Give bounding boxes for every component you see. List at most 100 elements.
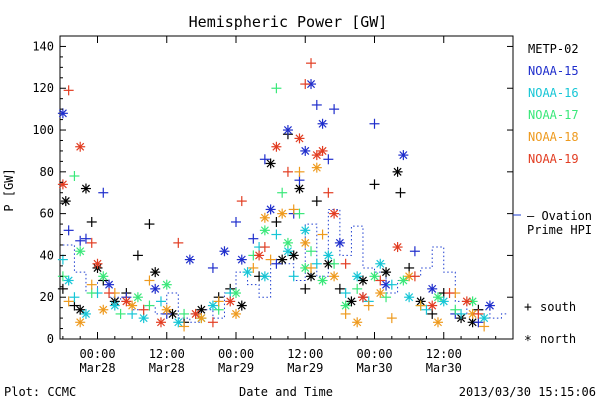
north-point — [357, 292, 368, 303]
north-point — [432, 317, 443, 328]
south-point — [207, 262, 218, 273]
chart-title: Hemispheric Power [GW] — [189, 13, 388, 31]
south-point — [57, 254, 68, 265]
north-point — [75, 246, 86, 257]
south-point — [179, 321, 190, 332]
legend-ovation-line2: Prime HPI — [527, 223, 592, 237]
south-point — [259, 242, 270, 253]
plot-area — [57, 35, 514, 340]
north-point — [219, 246, 230, 257]
legend-south: south — [540, 300, 576, 314]
south-point — [473, 308, 484, 319]
south-point — [375, 275, 386, 286]
north-point — [375, 258, 386, 269]
y-tick-label: 0 — [47, 332, 54, 346]
plot-timestamp: 2013/03/30 15:15:06 — [459, 385, 596, 399]
south-point — [427, 308, 438, 319]
south-point — [294, 175, 305, 186]
legend-north: north — [540, 332, 576, 346]
south-point — [450, 304, 461, 315]
north-point — [329, 208, 340, 219]
south-point — [340, 308, 351, 319]
south-point — [69, 300, 80, 311]
north-point — [242, 267, 253, 278]
south-point — [282, 166, 293, 177]
south-point — [288, 271, 299, 282]
north-point — [225, 296, 236, 307]
south-point — [340, 288, 351, 299]
south-point — [288, 204, 299, 215]
legend-entry: NOAA-15 — [528, 64, 579, 78]
y-tick-label: 120 — [32, 81, 54, 95]
south-point — [300, 283, 311, 294]
south-point — [306, 262, 317, 273]
north-point — [484, 300, 495, 311]
north-point — [207, 300, 218, 311]
south-point — [63, 85, 74, 96]
north-point — [282, 246, 293, 257]
south-point — [409, 246, 420, 257]
south-point — [63, 225, 74, 236]
north-point — [196, 304, 207, 315]
north-point — [259, 212, 270, 223]
north-point — [375, 288, 386, 299]
north-point — [323, 250, 334, 261]
x-tick-time: 00:00 — [79, 347, 115, 361]
north-point — [127, 300, 138, 311]
north-point — [300, 237, 311, 248]
x-tick-time: 12:00 — [287, 347, 323, 361]
south-point — [323, 187, 334, 198]
north-marker-icon: * — [524, 334, 532, 349]
north-point — [196, 313, 207, 324]
north-point — [190, 308, 201, 319]
south-point — [473, 317, 484, 328]
north-point — [184, 254, 195, 265]
y-tick-label: 60 — [40, 207, 54, 221]
north-point — [300, 225, 311, 236]
x-tick-time: 12:00 — [426, 347, 462, 361]
x-tick-date: Mar30 — [426, 361, 462, 375]
north-point — [352, 317, 363, 328]
legend-satellites: METP-02 NOAA-15 NOAA-16 NOAA-17 NOAA-18 NOAA-… — [528, 42, 579, 166]
south-point — [306, 58, 317, 69]
south-point — [98, 187, 109, 198]
legend-entry: NOAA-16 — [528, 86, 579, 100]
south-point — [311, 99, 322, 110]
south-point — [115, 308, 126, 319]
north-point — [277, 208, 288, 219]
south-point — [248, 262, 259, 273]
north-point — [427, 283, 438, 294]
north-point — [404, 271, 415, 282]
north-point — [98, 304, 109, 315]
south-point — [404, 262, 415, 273]
north-point — [265, 158, 276, 169]
north-point — [381, 267, 392, 278]
south-point — [86, 216, 97, 227]
x-tick-date: Mar30 — [356, 361, 392, 375]
south-point — [306, 246, 317, 257]
south-point — [415, 300, 426, 311]
north-point — [288, 250, 299, 261]
north-point — [427, 300, 438, 311]
north-point — [277, 254, 288, 265]
x-tick-date: Mar28 — [149, 361, 185, 375]
north-point — [329, 271, 340, 282]
north-point — [392, 242, 403, 253]
y-axis: 0 20 40 60 80 100 120 140 — [32, 35, 513, 346]
south-point — [271, 83, 282, 94]
x-tick-date: Mar29 — [287, 361, 323, 375]
south-point — [311, 258, 322, 269]
north-point — [317, 145, 328, 156]
plot-credit: Plot: CCMC — [4, 385, 76, 399]
x-tick-date: Mar29 — [218, 361, 254, 375]
north-point — [300, 145, 311, 156]
north-point — [306, 271, 317, 282]
south-point — [369, 118, 380, 129]
south-point — [277, 187, 288, 198]
south-point — [86, 288, 97, 299]
y-tick-label: 100 — [32, 123, 54, 137]
south-point — [179, 308, 190, 319]
south-point — [352, 283, 363, 294]
north-point — [404, 292, 415, 303]
